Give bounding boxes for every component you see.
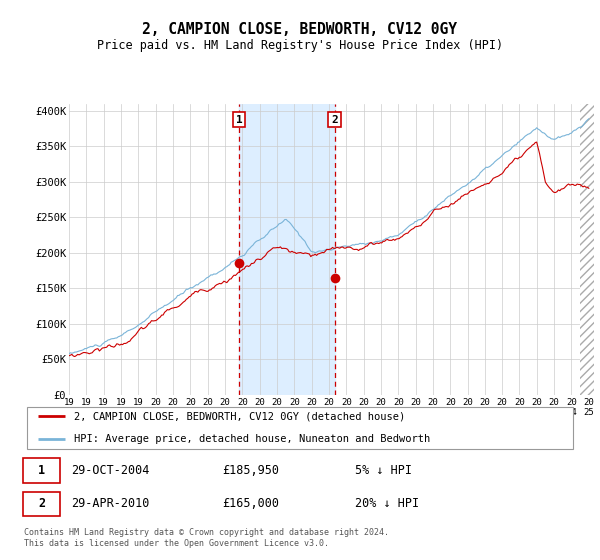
Text: 1: 1 [38, 464, 45, 477]
FancyBboxPatch shape [27, 407, 573, 449]
Text: This data is licensed under the Open Government Licence v3.0.: This data is licensed under the Open Gov… [24, 539, 329, 548]
Text: 2, CAMPION CLOSE, BEDWORTH, CV12 0GY (detached house): 2, CAMPION CLOSE, BEDWORTH, CV12 0GY (de… [74, 412, 405, 421]
Text: 1: 1 [236, 115, 242, 125]
Bar [239, 104, 335, 395]
Text: 20% ↓ HPI: 20% ↓ HPI [355, 497, 419, 510]
FancyBboxPatch shape [23, 458, 61, 483]
Text: 2, CAMPION CLOSE, BEDWORTH, CV12 0GY: 2, CAMPION CLOSE, BEDWORTH, CV12 0GY [143, 22, 458, 38]
Text: 29-APR-2010: 29-APR-2010 [71, 497, 149, 510]
Text: HPI: Average price, detached house, Nuneaton and Bedworth: HPI: Average price, detached house, Nune… [74, 435, 430, 444]
Text: 5% ↓ HPI: 5% ↓ HPI [355, 464, 412, 477]
Bar [580, 104, 598, 395]
Text: 29-OCT-2004: 29-OCT-2004 [71, 464, 149, 477]
Text: Price paid vs. HM Land Registry's House Price Index (HPI): Price paid vs. HM Land Registry's House … [97, 39, 503, 52]
Text: Contains HM Land Registry data © Crown copyright and database right 2024.: Contains HM Land Registry data © Crown c… [24, 528, 389, 536]
Text: 2: 2 [38, 497, 45, 510]
Text: £165,000: £165,000 [223, 497, 280, 510]
Text: 2: 2 [331, 115, 338, 125]
FancyBboxPatch shape [23, 492, 61, 516]
Text: £185,950: £185,950 [223, 464, 280, 477]
